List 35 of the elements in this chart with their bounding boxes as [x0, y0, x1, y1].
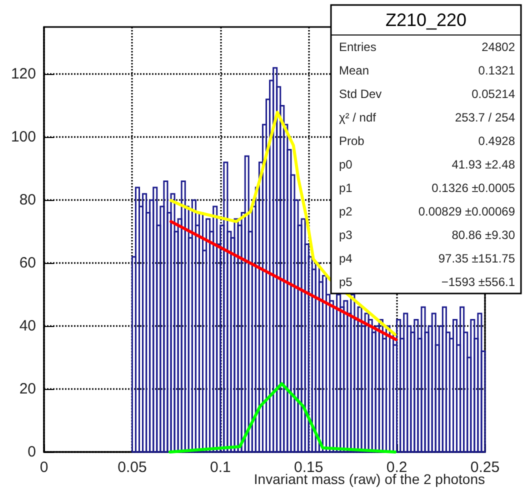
annotation: Prob	[339, 134, 365, 148]
y-tick-label: 40	[19, 318, 36, 335]
x-tick-label: 0.05	[118, 459, 147, 476]
annotation: Mean	[339, 63, 370, 78]
annotation: p1	[339, 180, 353, 195]
y-tick-label: 100	[10, 128, 36, 146]
annotation: 0.1321	[478, 63, 516, 78]
annotation: −1593 ±556.1	[441, 274, 516, 289]
annotation: Entries	[339, 40, 376, 54]
y-tick-label: 0	[28, 444, 36, 460]
line-series	[168, 382, 397, 454]
y-tick-label: 60	[19, 254, 36, 272]
annotation: p0	[339, 157, 353, 172]
x-tick-label: 0	[40, 459, 48, 476]
annotation: 97.35 ±151.75	[438, 251, 516, 266]
annotation: 0.00829 ±0.00069	[418, 204, 516, 218]
annotation: p3	[339, 228, 353, 242]
y-tick-label: 120	[10, 66, 36, 83]
annotation: 0.4928	[478, 134, 516, 148]
annotation: 253.7 / 254	[454, 110, 516, 124]
y-tick-label: 20	[19, 380, 36, 398]
annotation: 0.1326 ±0.0005	[432, 180, 516, 195]
annotation: 80.86 ±9.30	[452, 228, 516, 242]
annotation: p2	[339, 204, 353, 218]
line-series	[170, 110, 397, 336]
annotation: 0.05214	[472, 86, 516, 101]
annotation: Std Dev	[339, 86, 382, 101]
annotation: 41.93 ±2.48	[452, 157, 516, 172]
annotation: p5	[339, 274, 353, 289]
annotation: 24802	[482, 40, 516, 54]
x-tick-label: 0.1	[210, 459, 231, 476]
annotation: χ² / ndf	[339, 110, 377, 124]
annotation: Z210_220	[385, 10, 467, 30]
y-tick-label: 80	[19, 192, 36, 209]
annotation: p4	[339, 251, 353, 266]
